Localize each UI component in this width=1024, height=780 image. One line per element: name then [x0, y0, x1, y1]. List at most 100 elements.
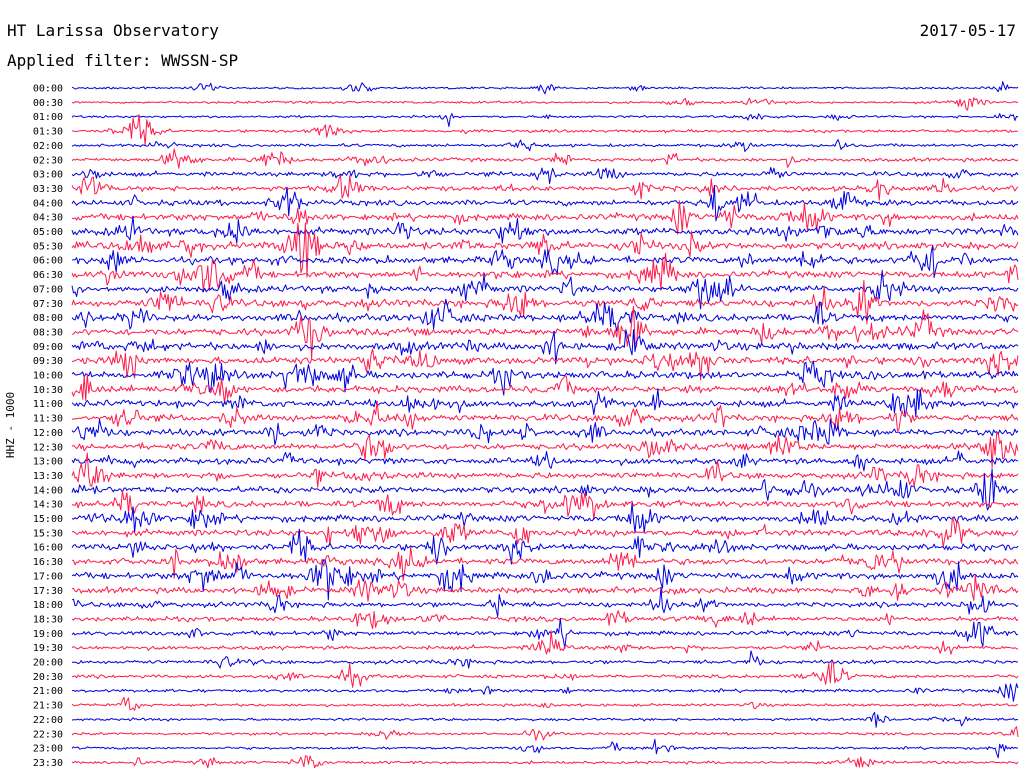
time-tick-label: 03:30: [33, 184, 63, 195]
time-tick-label: 00:00: [33, 84, 63, 95]
seismic-trace: [71, 200, 1019, 235]
seismic-trace: [71, 738, 1019, 759]
seismic-trace: [71, 222, 1019, 278]
seismic-trace: [71, 148, 1019, 169]
chart-subtitle: Applied filter: WWSSN-SP: [7, 51, 238, 70]
seismic-trace: [71, 696, 1019, 711]
seismic-trace: [71, 373, 1019, 404]
time-tick-label: 12:00: [33, 428, 63, 439]
seismic-trace: [71, 216, 1019, 244]
seismic-trace: [72, 305, 1019, 360]
seismic-trace: [71, 546, 1019, 581]
time-tick-label: 12:30: [33, 442, 63, 453]
time-tick-label: 09:00: [33, 342, 63, 353]
time-tick-label: 19:30: [33, 643, 63, 654]
seismic-trace: [71, 81, 1019, 95]
seismic-trace: [71, 650, 1019, 669]
seismic-trace: [71, 298, 1019, 332]
seismic-trace: [71, 711, 1019, 728]
time-tick-label: 05:00: [33, 227, 63, 238]
chart-date: 2017-05-17: [920, 21, 1016, 40]
seismic-trace: [71, 490, 1019, 521]
time-tick-label: 06:30: [33, 270, 63, 281]
time-tick-label: 10:00: [33, 371, 63, 382]
time-tick-label: 02:00: [33, 141, 63, 152]
time-tick-label: 01:30: [33, 127, 63, 138]
seismic-trace: [71, 245, 1019, 278]
seismic-trace: [71, 185, 1019, 222]
time-tick-label: 09:30: [33, 356, 63, 367]
seismic-trace: [71, 269, 1019, 310]
seismic-trace: [71, 630, 1019, 655]
seismic-trace: [71, 166, 1019, 185]
seismic-trace: [71, 610, 1019, 630]
seismic-trace: [71, 388, 1019, 418]
time-tick-label: 17:30: [33, 586, 63, 597]
time-tick-label: 19:00: [33, 629, 63, 640]
time-tick-label: 08:30: [33, 327, 63, 338]
time-tick-label: 21:00: [33, 686, 63, 697]
time-tick-label: 07:30: [33, 299, 63, 310]
time-tick-label: 17:00: [33, 571, 63, 582]
time-tick-label: 13:30: [33, 471, 63, 482]
time-tick-label: 23:00: [33, 744, 63, 755]
seismic-trace: [71, 97, 1019, 111]
time-tick-label: 04:00: [33, 198, 63, 209]
time-tick-label: 08:00: [33, 313, 63, 324]
time-tick-label: 18:00: [33, 600, 63, 611]
time-tick-label: 20:00: [33, 658, 63, 669]
seismic-trace: [71, 617, 1019, 649]
time-tick-label: 01:00: [33, 112, 63, 123]
time-tick-label: 00:30: [33, 98, 63, 109]
seismic-trace: [71, 401, 1019, 432]
time-tick-label: 11:00: [33, 399, 63, 410]
chart-title: HT Larissa Observatory: [7, 21, 219, 40]
seismic-trace: [71, 114, 1018, 146]
seismic-trace: [71, 468, 1019, 511]
time-tick-label: 22:00: [33, 715, 63, 726]
seismic-trace: [71, 329, 1019, 365]
time-tick-label: 15:00: [33, 514, 63, 525]
seismic-trace: [71, 683, 1019, 702]
y-axis-label: HHZ - 1000: [4, 392, 17, 458]
seismic-trace: [71, 361, 1019, 396]
seismic-trace: [71, 113, 1019, 127]
time-tick-label: 06:00: [33, 256, 63, 267]
time-tick-label: 16:00: [33, 543, 63, 554]
time-tick-label: 14:30: [33, 500, 63, 511]
time-tick-label: 14:00: [33, 485, 63, 496]
time-tick-label: 07:00: [33, 284, 63, 295]
seismic-trace: [71, 755, 1019, 769]
time-tick-label: 11:30: [33, 414, 63, 425]
seismic-trace: [71, 348, 1019, 381]
time-tick-label: 16:30: [33, 557, 63, 568]
seismic-trace: [71, 252, 1019, 292]
time-tick-label: 02:30: [33, 155, 63, 166]
time-tick-label: 18:30: [33, 614, 63, 625]
seismic-trace: [71, 139, 1019, 152]
seismic-trace: [71, 432, 1019, 469]
seismic-trace: [71, 726, 1019, 741]
seismic-trace: [71, 279, 1019, 325]
time-tick-label: 22:30: [33, 729, 63, 740]
seismic-trace: [71, 502, 1019, 534]
seismic-trace: [71, 559, 1019, 601]
seismic-trace: [71, 528, 1019, 565]
time-tick-label: 03:00: [33, 170, 63, 181]
seismic-trace: [71, 452, 1019, 488]
seismic-trace: [71, 418, 1019, 446]
seismic-trace: [71, 587, 1019, 618]
seismic-trace: [71, 174, 1019, 201]
seismic-trace: [71, 661, 1019, 688]
seismic-trace: [71, 574, 1019, 602]
time-tick-label: 23:30: [33, 758, 63, 769]
time-tick-label: 20:30: [33, 672, 63, 683]
time-tick-label: 04:30: [33, 213, 63, 224]
time-tick-label: 10:30: [33, 385, 63, 396]
time-tick-label: 21:30: [33, 701, 63, 712]
seismic-trace: [71, 450, 1019, 472]
time-tick-label: 15:30: [33, 528, 63, 539]
time-tick-labels: 00:00 00:30 01:00 01:30 02:00 02:30 03:00 03:30…: [33, 84, 63, 769]
time-tick-label: 05:30: [33, 241, 63, 252]
seismic-traces: [71, 81, 1019, 769]
